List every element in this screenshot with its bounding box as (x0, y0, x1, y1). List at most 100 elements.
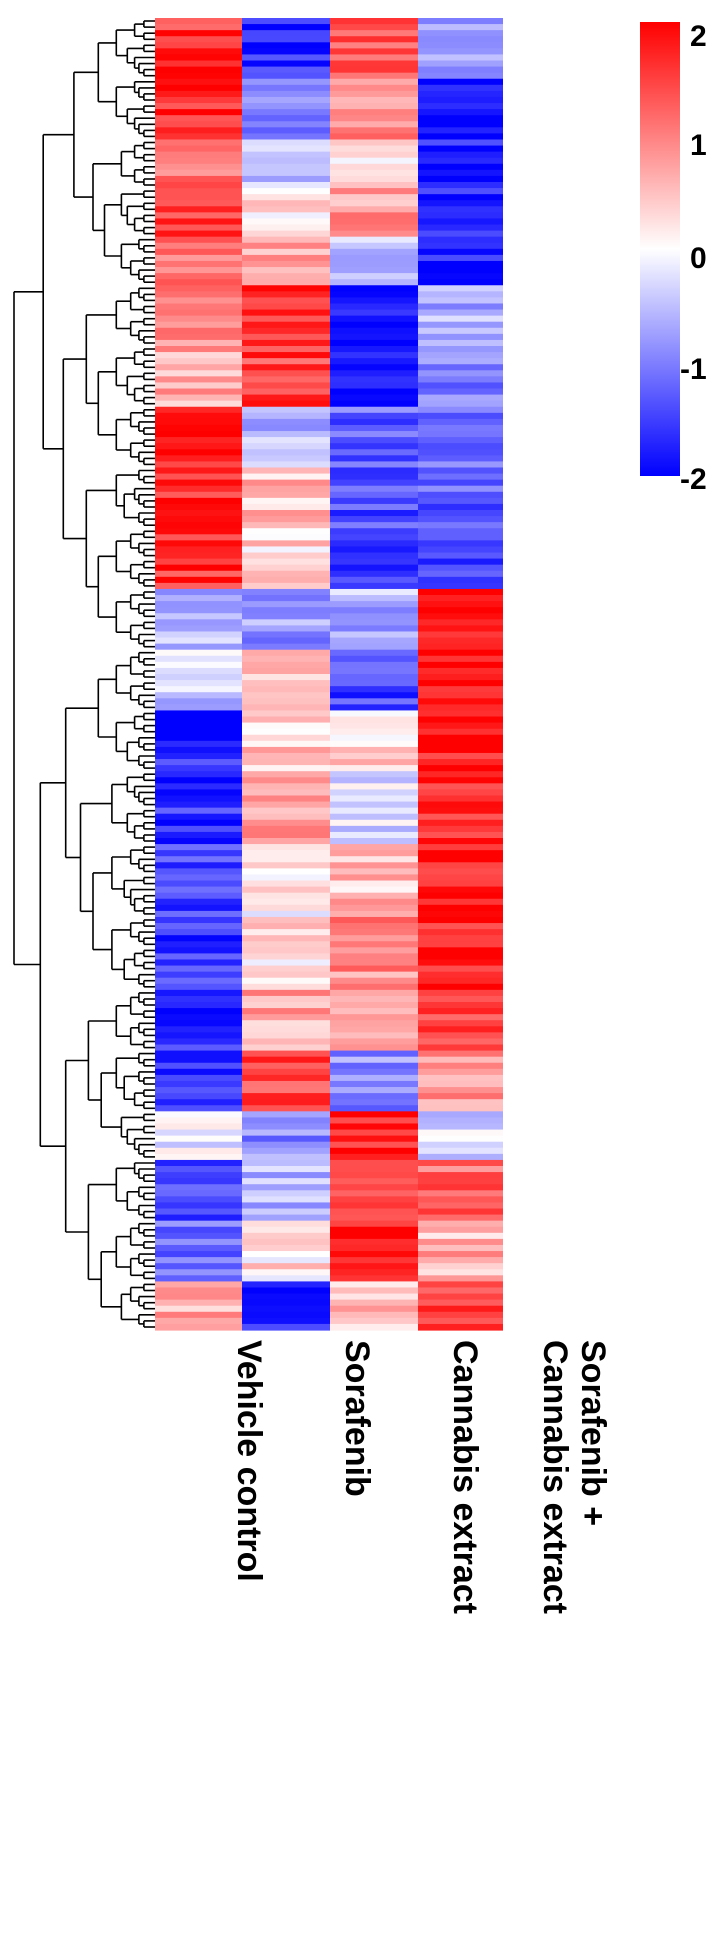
heatmap-cell (330, 267, 418, 274)
heatmap-cell (155, 127, 242, 134)
heatmap-cell (330, 874, 418, 882)
heatmap-cell (242, 1044, 330, 1052)
heatmap-cell (242, 631, 330, 639)
heatmap-cell (330, 115, 418, 122)
heatmap-cell (242, 103, 330, 110)
heatmap-cell (418, 1275, 503, 1282)
heatmap-cell (155, 522, 242, 529)
heatmap-cell (330, 364, 418, 371)
heatmap-cell (155, 564, 242, 572)
heatmap-cell (242, 1032, 330, 1040)
heatmap-cell (330, 230, 418, 238)
heatmap-cell (242, 886, 330, 894)
heatmap-cell (418, 182, 503, 189)
heatmap-cell (155, 838, 242, 845)
heatmap-cell (330, 613, 418, 620)
heatmap-cell (330, 1172, 418, 1179)
heatmap-cell (242, 983, 330, 991)
heatmap-cell (330, 637, 418, 645)
heatmap-cell (418, 412, 503, 420)
heatmap-cell (418, 1166, 503, 1173)
heatmap-cell (418, 528, 503, 535)
heatmap-cell (330, 631, 418, 639)
heatmap-cell (242, 418, 330, 426)
heatmap-cell (155, 619, 242, 626)
heatmap-cell (242, 1105, 330, 1112)
heatmap-cell (418, 339, 503, 347)
heatmap-cell (242, 995, 330, 1003)
heatmap-cell (330, 437, 418, 444)
heatmap-cell (330, 546, 418, 554)
heatmap-cell (330, 1232, 418, 1240)
heatmap-cell (155, 188, 242, 195)
heatmap-cell (418, 1232, 503, 1240)
heatmap-cell (155, 431, 242, 438)
heatmap-cell (155, 60, 242, 68)
heatmap-cell (155, 479, 242, 487)
heatmap-cell (418, 1196, 503, 1204)
heatmap-cell (155, 1129, 242, 1137)
heatmap-cell (418, 1190, 503, 1197)
heatmap-cell (242, 1323, 330, 1331)
heatmap-cell (242, 424, 330, 432)
column-label-vehicle-control: Vehicle control (230, 1340, 290, 1940)
heatmap-cell (330, 224, 418, 232)
heatmap-cell (418, 904, 503, 912)
heatmap-cell (242, 516, 330, 523)
heatmap-cell (418, 625, 503, 633)
heatmap-cell (242, 1159, 330, 1167)
heatmap-cell (242, 443, 330, 450)
heatmap-cell (242, 157, 330, 165)
heatmap-cell (155, 752, 242, 760)
heatmap-cell (242, 674, 330, 681)
heatmap-cell (330, 1026, 418, 1033)
heatmap-cell (242, 376, 330, 384)
heatmap-cell (155, 1232, 242, 1240)
heatmap-cell (418, 24, 503, 31)
heatmap-cell (418, 783, 503, 790)
heatmap-cell (242, 297, 330, 305)
heatmap-cell (242, 121, 330, 128)
heatmap-cell (418, 734, 503, 742)
heatmap-cell (155, 1299, 242, 1307)
heatmap-cell (418, 279, 503, 286)
heatmap-cell (242, 1287, 330, 1295)
heatmap-cell (155, 1141, 242, 1149)
heatmap-cell (330, 1044, 418, 1052)
heatmap-cell (330, 1093, 418, 1100)
heatmap-cell (242, 916, 330, 924)
heatmap-cell (155, 133, 242, 141)
heatmap-cell (418, 789, 503, 797)
heatmap-cell (155, 947, 242, 954)
heatmap-cell (418, 30, 503, 37)
heatmap-cell (418, 503, 503, 511)
heatmap-cell (155, 868, 242, 876)
heatmap-cell (418, 1008, 503, 1015)
heatmap-cell (242, 807, 330, 815)
heatmap-cell (155, 1062, 242, 1070)
heatmap-cell (418, 1123, 503, 1131)
heatmap-cell (155, 510, 242, 517)
heatmap-cell (418, 1208, 503, 1216)
heatmap-cell (155, 412, 242, 420)
heatmap-cell (155, 686, 242, 693)
heatmap-cell (418, 72, 503, 80)
heatmap-cell (418, 825, 503, 833)
heatmap-cell (242, 188, 330, 195)
heatmap-cell (242, 1238, 330, 1246)
heatmap-cell (418, 151, 503, 159)
heatmap-cell (418, 18, 503, 25)
heatmap-cell (155, 1184, 242, 1191)
heatmap-cell (330, 157, 418, 165)
heatmap-cell (330, 424, 418, 432)
heatmap-cell (330, 297, 418, 305)
heatmap-cell (155, 1244, 242, 1252)
heatmap-cell (155, 722, 242, 730)
heatmap-cell (418, 1202, 503, 1210)
heatmap-cell (330, 443, 418, 450)
heatmap-cell (418, 206, 503, 213)
heatmap-cell (330, 48, 418, 56)
heatmap-cell (242, 771, 330, 778)
heatmap-cell (330, 953, 418, 961)
heatmap-cell (242, 637, 330, 645)
